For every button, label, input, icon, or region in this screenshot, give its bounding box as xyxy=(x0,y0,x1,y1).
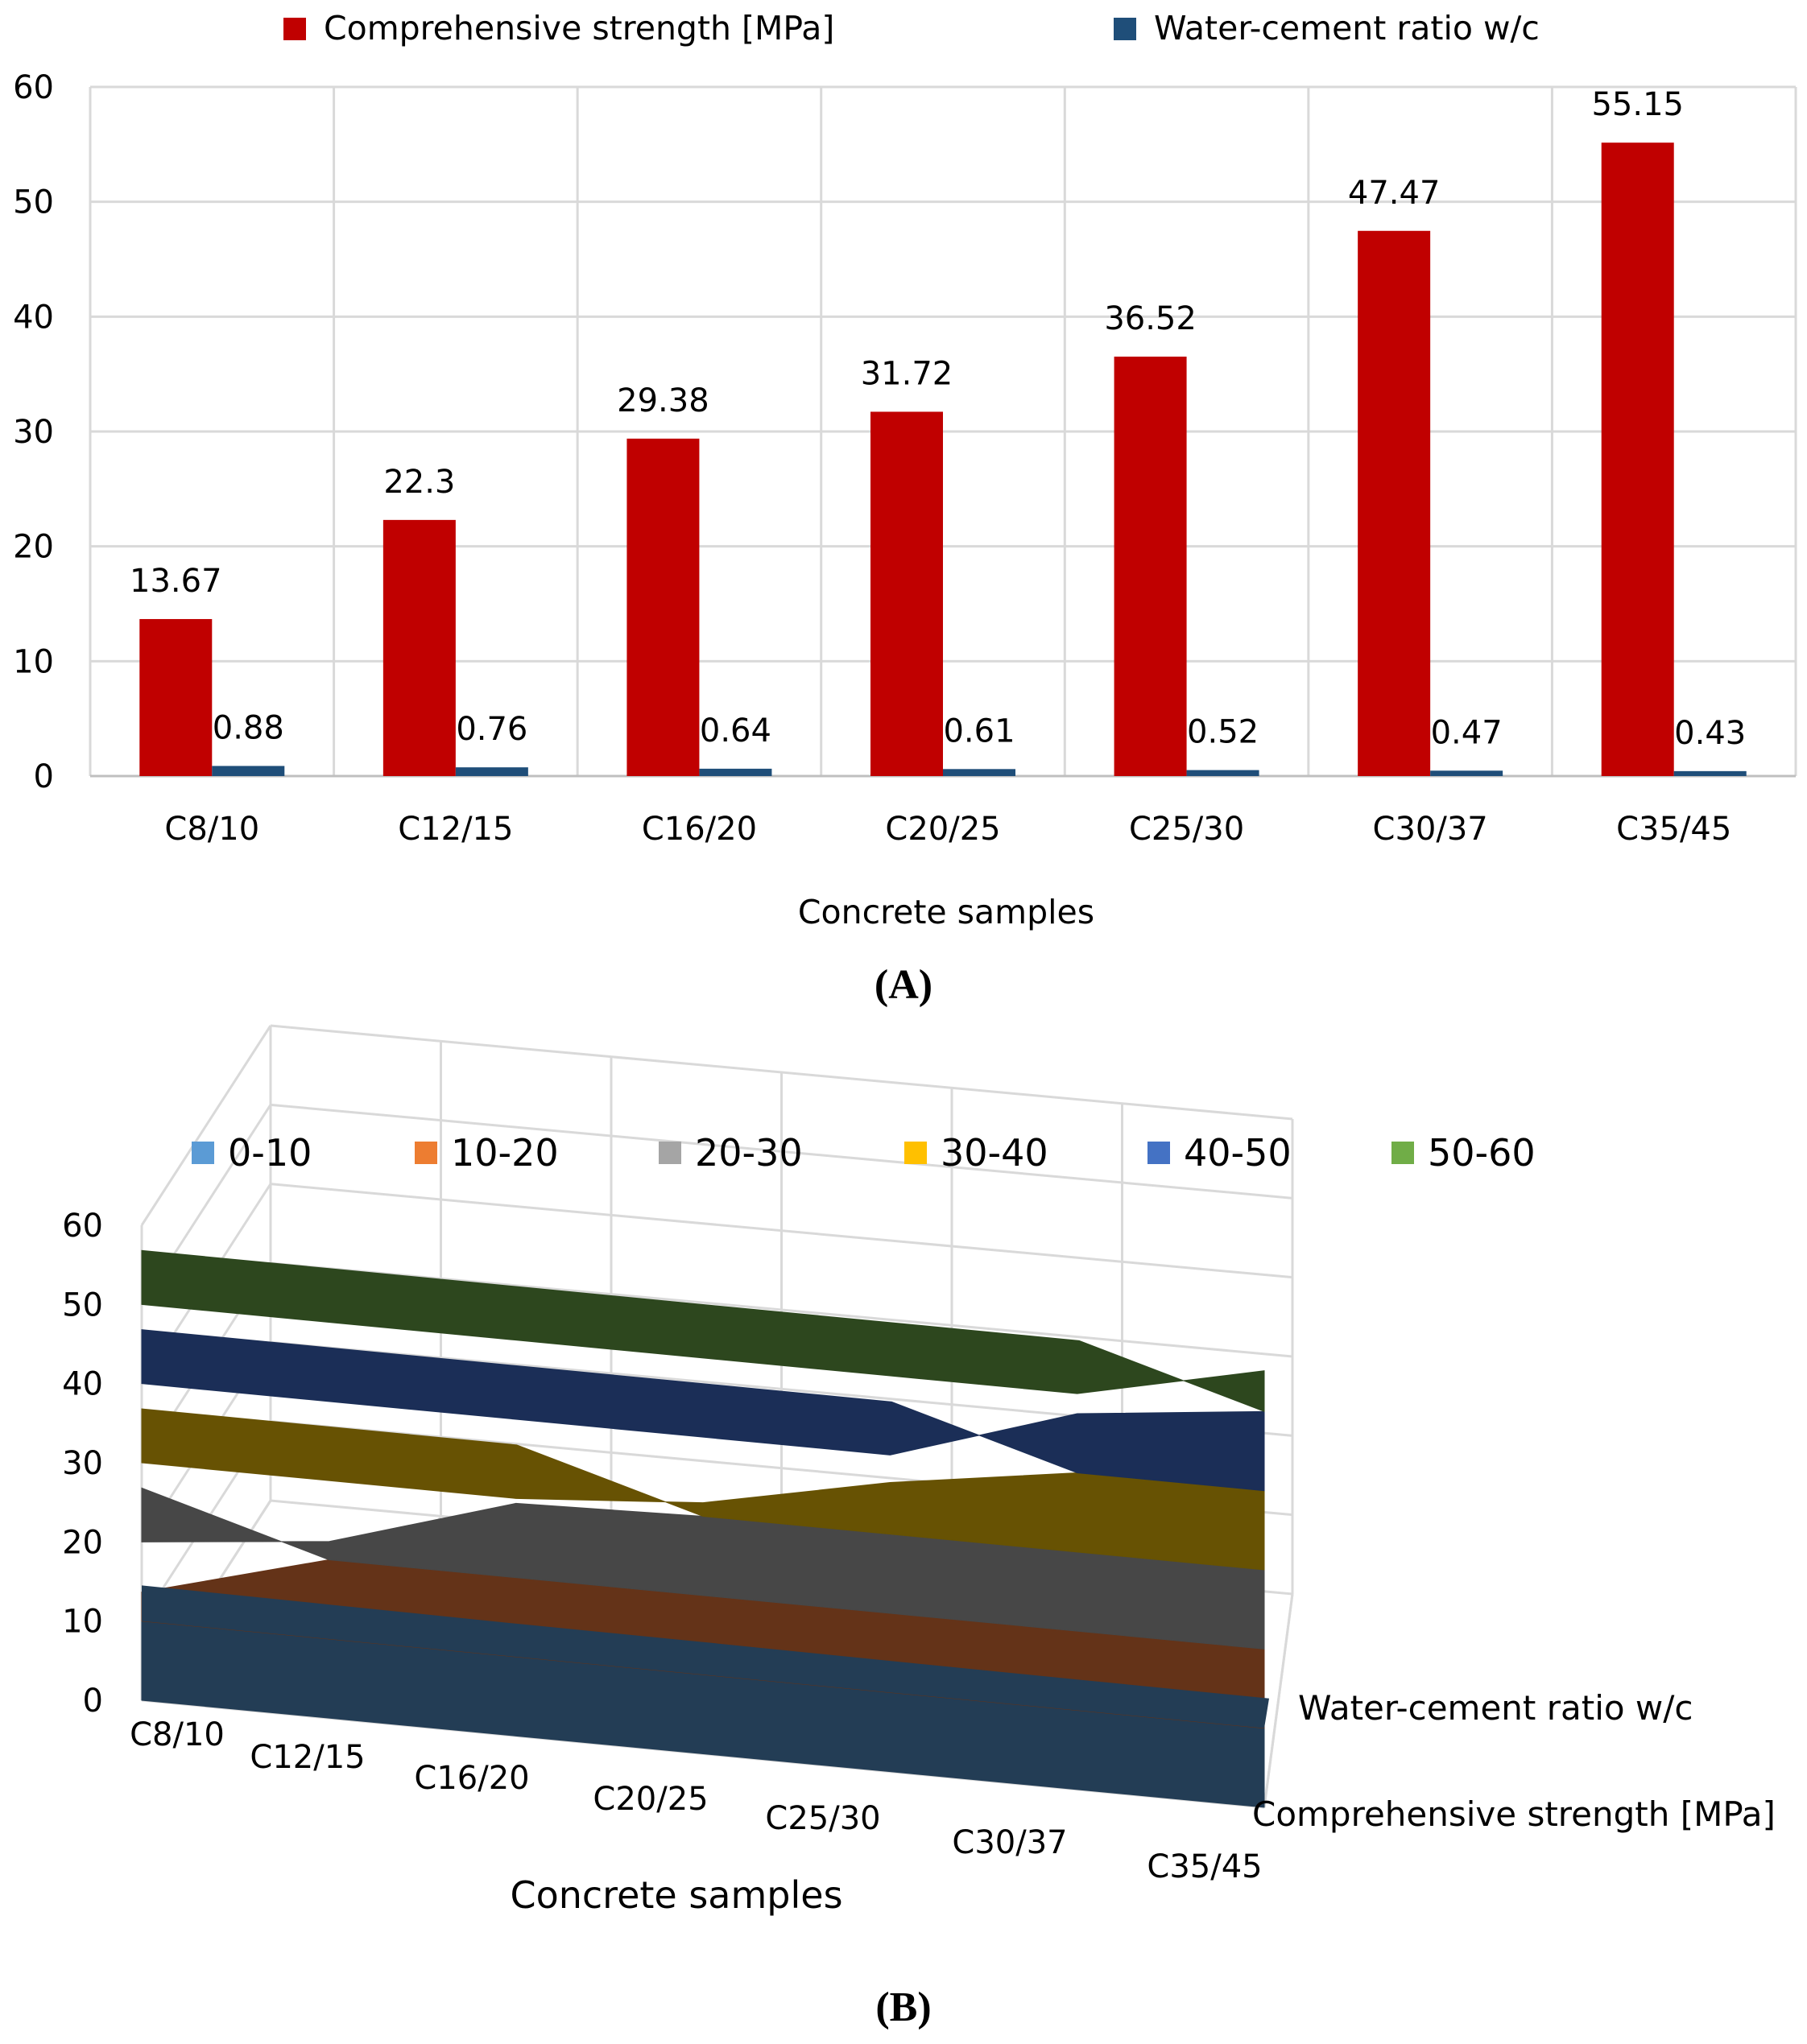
legend-swatch xyxy=(1114,18,1136,40)
data-label-strength: 47.47 xyxy=(1348,175,1441,212)
legend-swatch xyxy=(1147,1142,1170,1164)
data-label-wc: 0.52 xyxy=(1187,714,1259,751)
bar-wc-ratio xyxy=(212,766,285,776)
x-tick-label: C35/45 xyxy=(1616,811,1731,848)
chart-a-bar-chart: 0 10 20 30 40 50 60 13.67 0.88 C8/10 22.3 0.76 C12/1… xyxy=(13,9,1797,931)
bar-strength xyxy=(1601,142,1674,776)
bar-strength xyxy=(870,411,943,776)
x-tick-label: C30/37 xyxy=(952,1824,1067,1861)
x-tick-label: C16/20 xyxy=(642,811,757,848)
depth-label-wc: Water-cement ratio w/c xyxy=(1298,1688,1693,1728)
bar-wc-ratio xyxy=(1430,770,1503,776)
bar-strength xyxy=(1114,356,1187,776)
x-tick-label: C35/45 xyxy=(1147,1848,1262,1885)
x-tick-label: C30/37 xyxy=(1373,811,1488,848)
z-tick-label: 0 xyxy=(83,1683,103,1720)
bar-wc-ratio xyxy=(1186,770,1259,776)
legend-swatch xyxy=(192,1142,214,1164)
legend-label: 0-10 xyxy=(228,1131,312,1175)
data-label-strength: 29.38 xyxy=(617,382,709,419)
x-tick-label: C25/30 xyxy=(765,1800,880,1837)
bar-strength xyxy=(139,618,213,776)
data-label-strength: 31.72 xyxy=(861,355,953,392)
floor-side-edge xyxy=(1263,1593,1294,1808)
data-label-wc: 0.76 xyxy=(456,711,527,748)
chart-b-surface-chart: 0 10 20 30 40 50 60 C8/10 C12/15 C16/20 C20/25 C25/… xyxy=(62,1024,1776,1917)
legend-label: 50-60 xyxy=(1428,1131,1536,1175)
y-tick-label: 40 xyxy=(13,299,54,336)
bar-strength xyxy=(626,438,700,776)
legend-swatch xyxy=(1391,1142,1414,1164)
caption-b: (B) xyxy=(875,1984,931,2030)
bar-wc-ratio xyxy=(1673,770,1747,776)
y-tick-label: 10 xyxy=(13,643,54,680)
bar-strength xyxy=(1358,230,1431,776)
x-tick-label: C25/30 xyxy=(1129,811,1244,848)
x-tick-label: C20/25 xyxy=(593,1781,708,1818)
bar-wc-ratio xyxy=(455,767,528,776)
y-tick-label: 0 xyxy=(34,758,54,795)
surface-band xyxy=(141,1408,1265,1571)
bar-strength xyxy=(382,519,456,776)
legend-swatch xyxy=(415,1142,437,1164)
data-label-wc: 0.88 xyxy=(213,709,284,746)
y-tick-label: 30 xyxy=(13,414,54,451)
z-tick-label: 20 xyxy=(62,1524,103,1561)
z-tick-label: 10 xyxy=(62,1604,103,1641)
surface-base xyxy=(142,1585,1269,1728)
legend-label: Comprehensive strength [MPa] xyxy=(324,9,834,47)
data-label-strength: 55.15 xyxy=(1591,86,1684,123)
surface-band xyxy=(141,1249,1265,1413)
x-tick-label: C16/20 xyxy=(414,1760,529,1797)
bar-wc-ratio xyxy=(943,769,1015,776)
y-tick-label: 20 xyxy=(13,529,54,566)
x-axis-title: Concrete samples xyxy=(510,1873,842,1917)
x-tick-label: C12/15 xyxy=(398,811,513,848)
bar-wc-ratio xyxy=(699,768,772,776)
data-label-strength: 13.67 xyxy=(130,563,222,600)
caption-a: (A) xyxy=(875,962,932,1008)
x-axis-title: Concrete samples xyxy=(798,893,1094,931)
surface-band xyxy=(141,1487,1265,1650)
data-label-strength: 36.52 xyxy=(1104,300,1197,337)
legend-label: 20-30 xyxy=(695,1131,803,1175)
surface-band xyxy=(141,1329,1265,1492)
legend-swatch xyxy=(904,1142,927,1164)
y-tick-label: 50 xyxy=(13,184,54,221)
x-tick-label: C20/25 xyxy=(885,811,1000,848)
z-tick-label: 30 xyxy=(62,1445,103,1482)
x-tick-label: C12/15 xyxy=(250,1739,365,1776)
data-label-wc: 0.47 xyxy=(1431,714,1503,751)
legend-swatch xyxy=(283,18,306,40)
z-tick-label: 60 xyxy=(62,1208,103,1245)
x-tick-label: C8/10 xyxy=(164,811,259,848)
depth-label-strength: Comprehensive strength [MPa] xyxy=(1252,1794,1776,1834)
legend-swatch xyxy=(659,1142,681,1164)
data-label-strength: 22.3 xyxy=(383,464,455,501)
data-label-wc: 0.43 xyxy=(1674,715,1746,752)
legend-label: 40-50 xyxy=(1184,1131,1292,1175)
data-label-wc: 0.61 xyxy=(943,712,1015,749)
x-tick-label: C8/10 xyxy=(130,1716,225,1753)
data-label-wc: 0.64 xyxy=(700,712,771,749)
wall-gridline xyxy=(140,1025,272,1226)
z-tick-label: 50 xyxy=(62,1286,103,1323)
legend-label: 10-20 xyxy=(451,1131,559,1175)
legend-label: Water-cement ratio w/c xyxy=(1154,9,1540,47)
legend-label: 30-40 xyxy=(941,1131,1048,1175)
y-tick-label: 60 xyxy=(13,69,54,106)
z-tick-label: 40 xyxy=(62,1366,103,1403)
